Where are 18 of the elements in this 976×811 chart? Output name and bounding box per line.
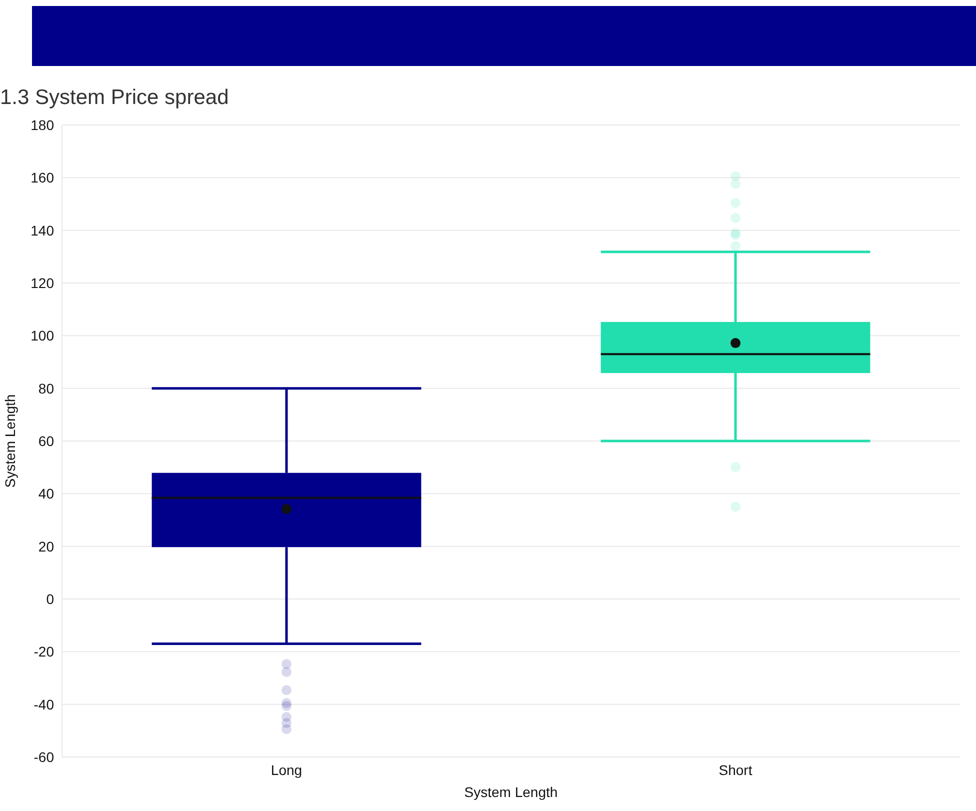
y-tick-label: 120 xyxy=(30,274,54,291)
y-tick-label: 60 xyxy=(38,432,54,449)
y-tick-label: 80 xyxy=(38,380,54,396)
y-tick-label: 100 xyxy=(30,328,54,344)
y-tick-label: -40 xyxy=(34,696,54,712)
y-tick-label: 20 xyxy=(38,538,54,554)
x-tick-label: Long xyxy=(270,762,302,778)
y-tick-label: -60 xyxy=(34,748,54,765)
x-axis-title: System Length xyxy=(464,784,558,800)
x-tick-label: Short xyxy=(718,762,752,778)
chart-title: 1.3 System Price spread xyxy=(0,86,230,110)
y-tick-label: 0 xyxy=(46,590,54,607)
y-tick-label: 140 xyxy=(30,222,54,238)
y-tick-label: 160 xyxy=(30,170,54,186)
y-tick-label: -20 xyxy=(34,644,54,660)
y-axis-title: System Length xyxy=(2,394,18,488)
y-tick-label: 40 xyxy=(38,486,54,502)
y-tick-label: 180 xyxy=(30,116,54,133)
